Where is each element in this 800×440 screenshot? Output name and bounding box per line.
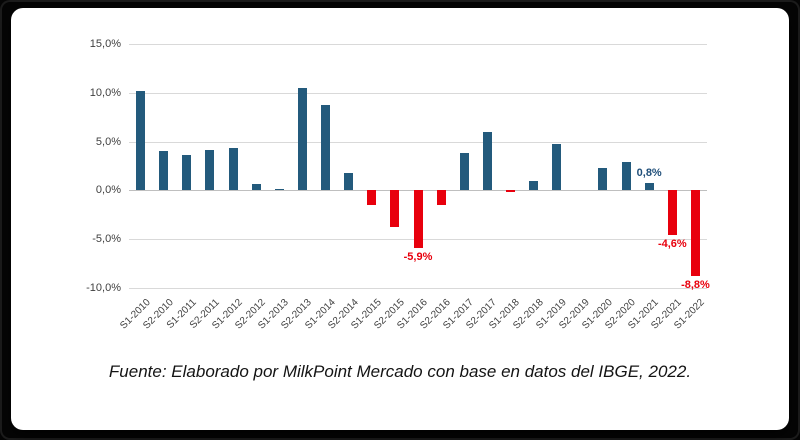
bar xyxy=(321,105,331,191)
bar xyxy=(690,190,700,277)
bar xyxy=(459,153,469,191)
gridline xyxy=(129,288,707,289)
bar xyxy=(621,162,631,191)
y-axis-tick: 15,0% xyxy=(89,38,121,50)
chart-card: 15,0% 10,0% 5,0% 0,0% -5,0% -10,0% 0,8% -5,9% -… xyxy=(11,8,789,430)
bar xyxy=(205,150,215,191)
bar xyxy=(529,180,539,191)
bar xyxy=(297,87,307,191)
y-axis-tick: -10,0% xyxy=(86,282,121,294)
bar xyxy=(159,151,169,191)
bar xyxy=(482,131,492,191)
bar xyxy=(667,190,677,236)
bar xyxy=(598,167,608,191)
y-axis-tick: -5,0% xyxy=(92,233,121,246)
y-axis-tick: 10,0% xyxy=(89,86,121,99)
annotation: 0,8% xyxy=(636,166,662,179)
y-axis-tick: 0,0% xyxy=(95,184,121,197)
bar xyxy=(228,148,238,191)
bar xyxy=(367,190,377,206)
bar xyxy=(552,143,562,191)
plot-area: 0,8% -5,9% -4,6% -8,8% xyxy=(129,44,710,291)
bar xyxy=(251,183,261,191)
y-axis-tick: 5,0% xyxy=(95,135,121,148)
y-axis: 15,0% 10,0% 5,0% 0,0% -5,0% -10,0% xyxy=(49,38,121,294)
bar xyxy=(413,190,423,248)
bar xyxy=(436,190,446,206)
annotation: -8,8% xyxy=(681,279,710,292)
gridline xyxy=(129,141,707,143)
gridline xyxy=(129,92,707,94)
annotation: -5,9% xyxy=(403,250,433,263)
bar xyxy=(505,190,515,193)
bar xyxy=(344,172,354,191)
bar xyxy=(136,90,146,191)
bar xyxy=(390,190,400,228)
bar xyxy=(274,189,284,191)
source-caption: Fuente: Elaborado por MilkPoint Mercado … xyxy=(108,362,692,381)
x-axis: S1-2010 S2-2010 S1-2011 S2-2011 S1-2012 S2-20… xyxy=(118,292,707,356)
bar xyxy=(182,155,192,191)
gridline xyxy=(129,44,707,45)
bar xyxy=(644,182,654,191)
annotation: -4,6% xyxy=(657,238,687,251)
